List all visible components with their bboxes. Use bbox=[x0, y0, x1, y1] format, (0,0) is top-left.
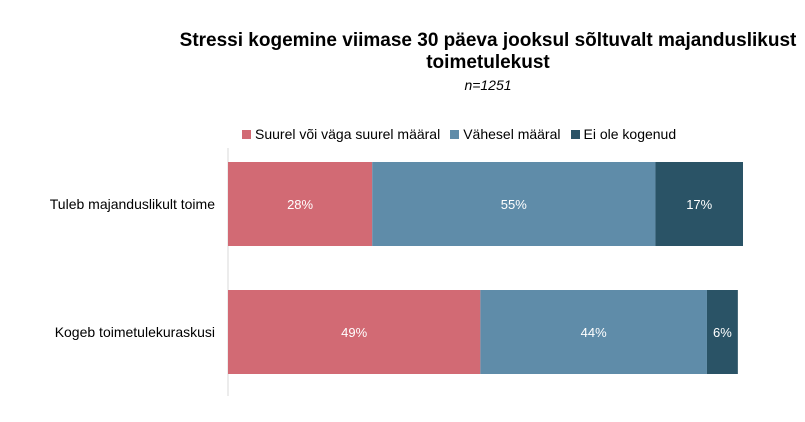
bar-1-2 bbox=[706, 290, 738, 374]
bar-0-0 bbox=[228, 162, 373, 246]
legend-swatch-1 bbox=[450, 129, 460, 139]
data-label-1-0: 49% bbox=[341, 325, 367, 340]
legend-item-2: Ei ole kogenud bbox=[570, 126, 677, 142]
data-label-1-1: 44% bbox=[581, 325, 607, 340]
chart-title-text: Stressi kogemine viimase 30 päeva jooksu… bbox=[179, 30, 797, 73]
chart-subtitle: n=1251 bbox=[464, 77, 512, 93]
data-label-0-1: 55% bbox=[501, 197, 527, 212]
legend-label-1: Vähesel määral bbox=[463, 126, 561, 142]
data-label-0-0: 28% bbox=[287, 197, 313, 212]
bar-0-1 bbox=[372, 162, 656, 246]
legend-label-2: Ei ole kogenud bbox=[583, 126, 677, 142]
bar-1-0 bbox=[228, 290, 481, 374]
chart-title: Stressi kogemine viimase 30 päeva jooksu… bbox=[150, 30, 805, 74]
legend-swatch-0 bbox=[242, 129, 251, 139]
legend-item-0: Suurel või väga suurel määral bbox=[242, 126, 440, 142]
bar-0-2 bbox=[655, 162, 743, 246]
category-label-1: Kogeb toimetulekuraskusi bbox=[55, 324, 215, 340]
category-label-0: Tuleb majanduslikult toime bbox=[50, 196, 215, 212]
legend-swatch-2 bbox=[570, 129, 580, 139]
legend: Suurel või väga suurel määral Vähesel mä… bbox=[242, 125, 686, 143]
data-label-1-2: 6% bbox=[713, 325, 732, 340]
legend-item-1: Vähesel määral bbox=[450, 126, 561, 142]
data-label-0-2: 17% bbox=[686, 197, 712, 212]
bar-1-1 bbox=[480, 290, 707, 374]
legend-label-0: Suurel või väga suurel määral bbox=[255, 126, 441, 142]
